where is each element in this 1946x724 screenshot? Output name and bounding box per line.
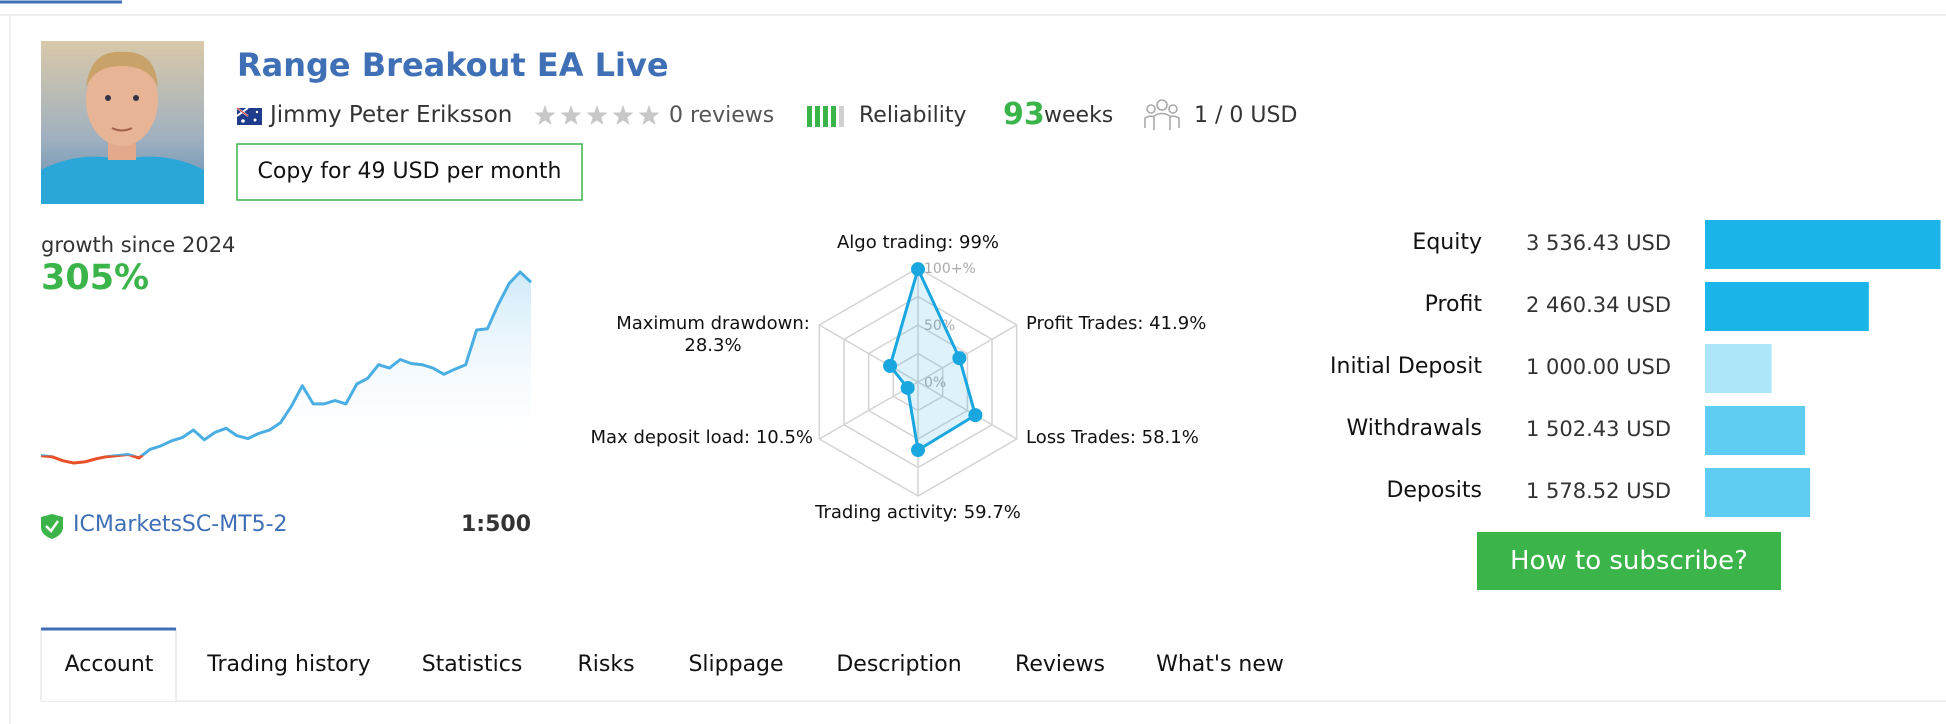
stat-value: 3 536.43 USD bbox=[1526, 231, 1672, 255]
rating-stars bbox=[534, 105, 660, 125]
radar-label: Max deposit load: 10.5% bbox=[590, 427, 813, 448]
avatar bbox=[41, 41, 204, 204]
stat-value: 1 578.52 USD bbox=[1526, 479, 1672, 503]
growth-area bbox=[41, 272, 531, 463]
stat-label: Deposits bbox=[1386, 478, 1482, 503]
tab[interactable]: Description bbox=[836, 652, 962, 677]
radar-point bbox=[968, 408, 983, 423]
stat-label: Profit bbox=[1424, 292, 1482, 317]
radar-axis bbox=[917, 324, 1018, 383]
radar-tick-label: 100+% bbox=[924, 261, 976, 277]
stat-label: Equity bbox=[1412, 230, 1482, 255]
radar-label: Profit Trades: 41.9% bbox=[1026, 313, 1207, 334]
tab[interactable]: Reviews bbox=[1015, 652, 1105, 677]
growth-label: growth since 2024 bbox=[41, 233, 236, 257]
weeks-number: 93 bbox=[1003, 97, 1045, 132]
reliability-label: Reliability bbox=[859, 103, 967, 128]
tab[interactable]: Slippage bbox=[688, 652, 784, 677]
tab[interactable]: Trading history bbox=[207, 652, 371, 677]
stat-value: 1 000.00 USD bbox=[1526, 355, 1672, 379]
stat-label: Withdrawals bbox=[1346, 416, 1483, 441]
reliability-bars bbox=[807, 106, 844, 127]
stat-value: 1 502.43 USD bbox=[1526, 417, 1672, 441]
stat-bar bbox=[1705, 282, 1869, 331]
stat-bar bbox=[1705, 220, 1941, 269]
growth-value: 305% bbox=[41, 258, 150, 298]
radar-label: Trading activity: 59.7% bbox=[815, 502, 1021, 523]
stat-bar bbox=[1705, 344, 1772, 393]
subscribe-button[interactable]: How to subscribe? bbox=[1510, 546, 1748, 576]
stat-value: 2 460.34 USD bbox=[1526, 293, 1672, 317]
stat-bar bbox=[1705, 468, 1811, 517]
copy-button[interactable]: Copy for 49 USD per month bbox=[257, 159, 562, 184]
radar-tick-label: 0% bbox=[924, 375, 946, 391]
radar-axis bbox=[818, 381, 919, 440]
radar-point bbox=[883, 358, 898, 373]
star bbox=[638, 105, 660, 125]
star bbox=[586, 105, 608, 125]
radar-axis bbox=[917, 381, 1018, 440]
subscribe-button-bg[interactable] bbox=[1477, 532, 1781, 590]
copy-button-frame[interactable] bbox=[236, 143, 583, 201]
radar-point bbox=[911, 443, 925, 458]
strategy-title[interactable]: Range Breakout EA Live bbox=[237, 46, 669, 84]
reviews-count[interactable]: 0 reviews bbox=[669, 103, 775, 128]
tab[interactable]: Account bbox=[64, 652, 154, 677]
radar-axis bbox=[818, 324, 919, 383]
radar-label: Algo trading: 99% bbox=[836, 232, 1000, 253]
radar-label: Maximum drawdown: 28.3% bbox=[616, 313, 810, 356]
subscribers-info: 1 / 0 USD bbox=[1194, 103, 1298, 128]
tab[interactable]: Risks bbox=[577, 652, 635, 677]
radar-point bbox=[900, 380, 915, 395]
star bbox=[612, 105, 634, 125]
leverage: 1:500 bbox=[460, 512, 531, 537]
star bbox=[534, 105, 556, 125]
radar-label: Loss Trades: 58.1% bbox=[1026, 427, 1199, 448]
broker-link[interactable]: ICMarketsSC-MT5-2 bbox=[73, 512, 288, 537]
author-name[interactable]: Jimmy Peter Eriksson bbox=[270, 102, 513, 128]
star bbox=[560, 105, 582, 125]
tab[interactable]: What's new bbox=[1156, 652, 1284, 677]
stat-bar bbox=[1705, 406, 1806, 455]
verified-icon bbox=[41, 514, 63, 539]
radar-point bbox=[952, 351, 967, 366]
radar-point bbox=[911, 262, 925, 277]
tab[interactable]: Statistics bbox=[421, 652, 523, 677]
stat-label: Initial Deposit bbox=[1330, 354, 1482, 379]
flag-icon bbox=[236, 107, 262, 125]
growth-line bbox=[40, 270, 533, 465]
subscribers-icon bbox=[1144, 99, 1180, 130]
weeks-label: weeks bbox=[1044, 103, 1114, 128]
